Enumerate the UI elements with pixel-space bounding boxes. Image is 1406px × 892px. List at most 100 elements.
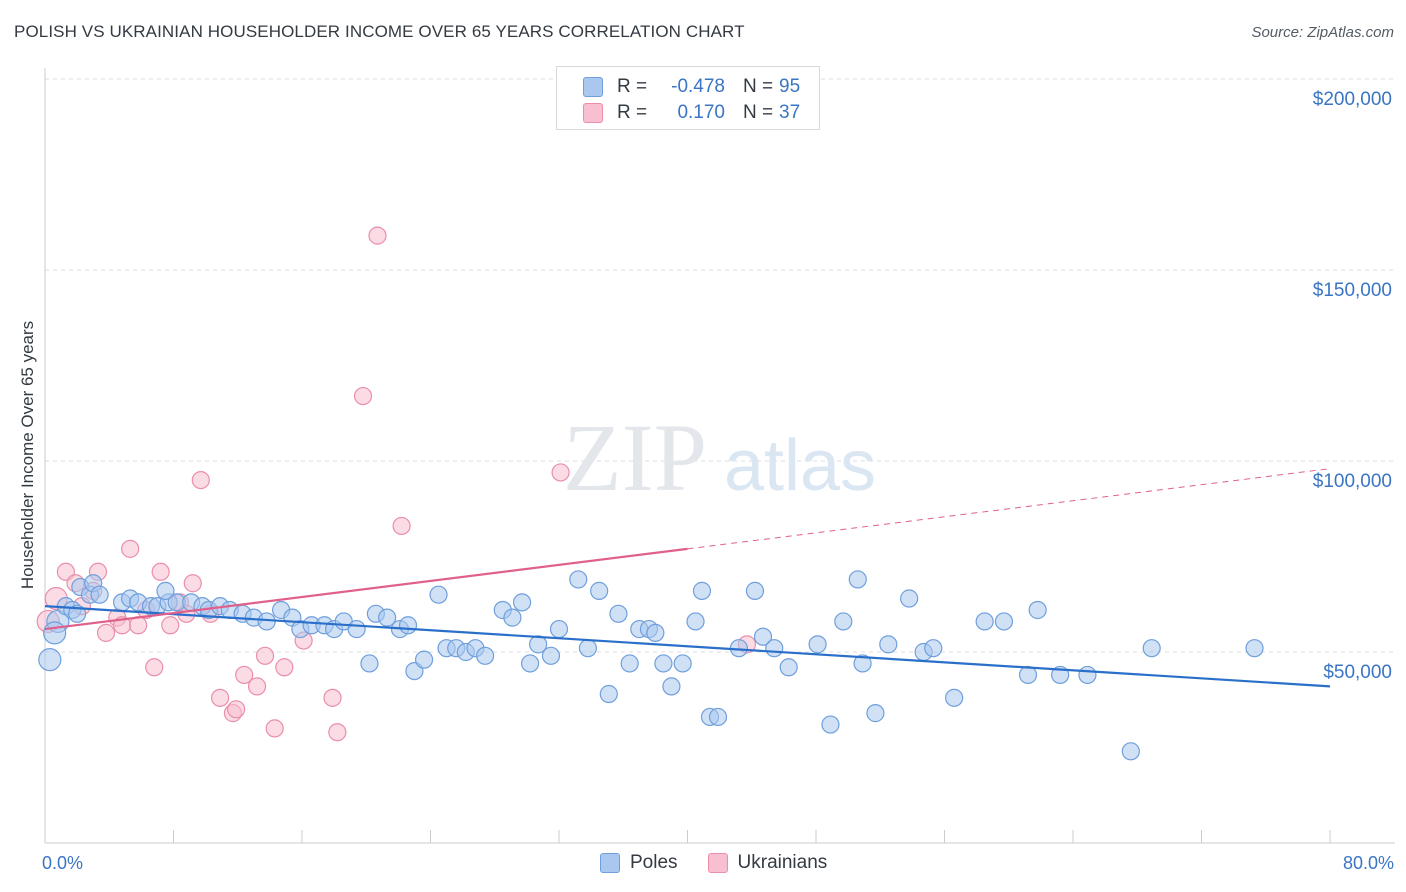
tick-labels: $50,000 $100,000 $150,000 $200,000 0.0% 80.0% — [42, 89, 1394, 873]
legend-item-ukrainians: Ukrainians — [707, 852, 828, 874]
poles-point — [673, 654, 692, 673]
poles-point — [569, 570, 588, 589]
y-tick-label: $50,000 — [1323, 662, 1392, 683]
x-tick-label: 0.0% — [42, 853, 83, 873]
poles-point — [745, 581, 765, 600]
ukrainians-point — [191, 471, 210, 490]
poles-point — [692, 581, 712, 600]
n-label: N = — [743, 76, 774, 97]
poles-point — [821, 715, 840, 734]
poles-point — [38, 648, 62, 672]
poles-point — [1142, 639, 1161, 658]
poles-point — [765, 639, 784, 658]
ukrainians-point — [265, 719, 284, 738]
r-label: R = — [617, 102, 648, 123]
poles-point — [924, 639, 943, 658]
poles-trend-line — [44, 605, 1331, 688]
poles-point — [520, 654, 540, 673]
ukrainians-point — [392, 516, 411, 536]
poles-point — [90, 585, 109, 604]
poles-point — [541, 646, 561, 665]
r-label: R = — [617, 76, 648, 97]
poles-point — [708, 707, 728, 727]
ukrainians-point — [145, 658, 164, 677]
poles-point — [879, 635, 898, 654]
poles-point — [620, 654, 639, 673]
poles-point — [753, 627, 773, 646]
poles-point — [1245, 639, 1264, 658]
poles-point — [590, 581, 609, 600]
ukrainians-point — [255, 646, 275, 665]
poles-point — [945, 688, 964, 707]
poles-point — [503, 608, 522, 627]
y-tick-label: $100,000 — [1313, 471, 1392, 492]
poles-point — [994, 612, 1014, 631]
poles-point — [347, 619, 366, 639]
poles-point — [900, 589, 919, 608]
series-legend: Poles Ukrainians — [600, 852, 857, 874]
ukrainians-point — [323, 688, 342, 707]
legend-label-ukrainians: Ukrainians — [737, 852, 828, 873]
gridlines — [45, 78, 1395, 653]
ukrainians-point — [368, 226, 387, 245]
poles-point — [1121, 742, 1140, 761]
poles-point — [866, 704, 885, 723]
ukrainians-point — [161, 616, 180, 635]
poles-point — [654, 654, 673, 673]
poles-point — [975, 612, 994, 631]
ukrainians-swatch — [707, 853, 728, 873]
poles-point — [68, 604, 87, 623]
ukrainians-point — [353, 386, 373, 406]
poles-point — [378, 608, 397, 627]
poles-point — [834, 612, 853, 631]
legend-row-poles: R = -0.478 N = 95 — [583, 75, 800, 99]
legend-row-ukrainians: R = 0.170 N = 37 — [583, 101, 800, 125]
poles-swatch — [600, 853, 620, 873]
poles-point — [779, 658, 798, 677]
poles-point — [853, 654, 872, 673]
r-value: -0.478 — [671, 76, 725, 97]
source-label: Source: ZipAtlas.com — [1251, 24, 1394, 41]
r-value: 0.170 — [677, 102, 725, 123]
x-tick-label: 80.0% — [1343, 853, 1394, 873]
ukrainians-point — [227, 700, 246, 719]
y-tick-label: $150,000 — [1313, 280, 1392, 301]
ukrainians-point — [183, 574, 202, 593]
ukrainians-point — [275, 658, 294, 677]
ukrainians-point — [551, 463, 570, 482]
n-value: 37 — [779, 102, 801, 123]
poles-point — [686, 612, 705, 631]
ukrainians-point — [328, 723, 347, 742]
poles-point — [414, 650, 434, 669]
poles-point — [360, 654, 379, 673]
watermark-atlas: atlas — [724, 426, 876, 506]
poles-point — [156, 581, 175, 600]
ukrainians-point — [121, 539, 140, 558]
poles-point — [476, 646, 495, 665]
poles-point — [848, 570, 867, 589]
poles-swatch — [583, 77, 603, 97]
ukrainians-trend-extension — [687, 468, 1331, 550]
poles-point — [1018, 665, 1038, 685]
ukrainians-point — [247, 677, 267, 696]
poles-point — [1028, 600, 1047, 620]
poles-point — [43, 621, 67, 645]
poles-points — [38, 570, 1264, 761]
poles-point — [646, 623, 665, 643]
n-label: N = — [743, 102, 774, 123]
ukrainians-trend-line — [44, 547, 688, 631]
ukrainians-point — [210, 688, 230, 707]
poles-point — [1078, 665, 1097, 685]
poles-point — [512, 593, 532, 612]
legend-label-poles: Poles — [630, 852, 678, 873]
axes — [44, 68, 1395, 844]
ukrainians-swatch — [583, 103, 603, 123]
watermark-zip: ZIP — [563, 404, 707, 511]
chart-title: POLISH VS UKRAINIAN HOUSEHOLDER INCOME O… — [14, 22, 745, 41]
ukrainians-point — [129, 616, 148, 635]
poles-point — [599, 684, 618, 704]
n-value: 95 — [779, 76, 801, 97]
poles-point — [662, 677, 681, 696]
y-tick-label: $200,000 — [1313, 89, 1392, 110]
